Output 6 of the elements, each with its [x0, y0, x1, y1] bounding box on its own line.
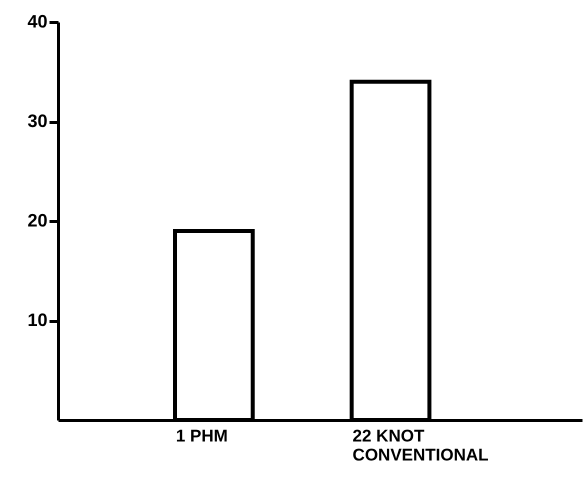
y-tick-label: 10: [27, 310, 48, 330]
y-tick-label: 20: [27, 210, 48, 230]
x-tick-label: 22 KNOT CONVENTIONAL: [352, 426, 489, 464]
y-tick-label: 40: [27, 12, 48, 32]
x-tick-label: 1 PHM: [176, 426, 228, 446]
y-tick-label: 30: [27, 111, 48, 131]
